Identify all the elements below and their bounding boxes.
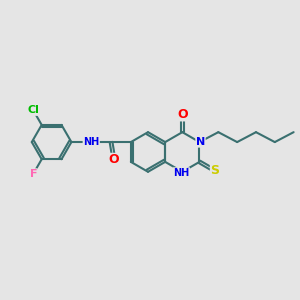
Text: Cl: Cl (27, 105, 39, 115)
Text: NH: NH (83, 137, 99, 147)
Text: NH: NH (173, 168, 190, 178)
Text: F: F (29, 169, 37, 179)
Text: N: N (196, 137, 205, 147)
Text: O: O (109, 153, 119, 167)
Text: S: S (210, 164, 219, 177)
Text: O: O (177, 108, 188, 121)
